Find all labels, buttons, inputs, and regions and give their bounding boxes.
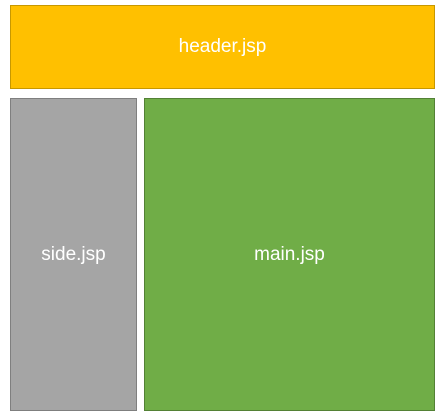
main-label: main.jsp — [254, 243, 325, 265]
main-region: main.jsp — [144, 98, 435, 411]
header-label: header.jsp — [178, 36, 267, 57]
header-region: header.jsp — [10, 5, 435, 89]
side-label: side.jsp — [41, 243, 106, 265]
side-region: side.jsp — [10, 98, 137, 411]
